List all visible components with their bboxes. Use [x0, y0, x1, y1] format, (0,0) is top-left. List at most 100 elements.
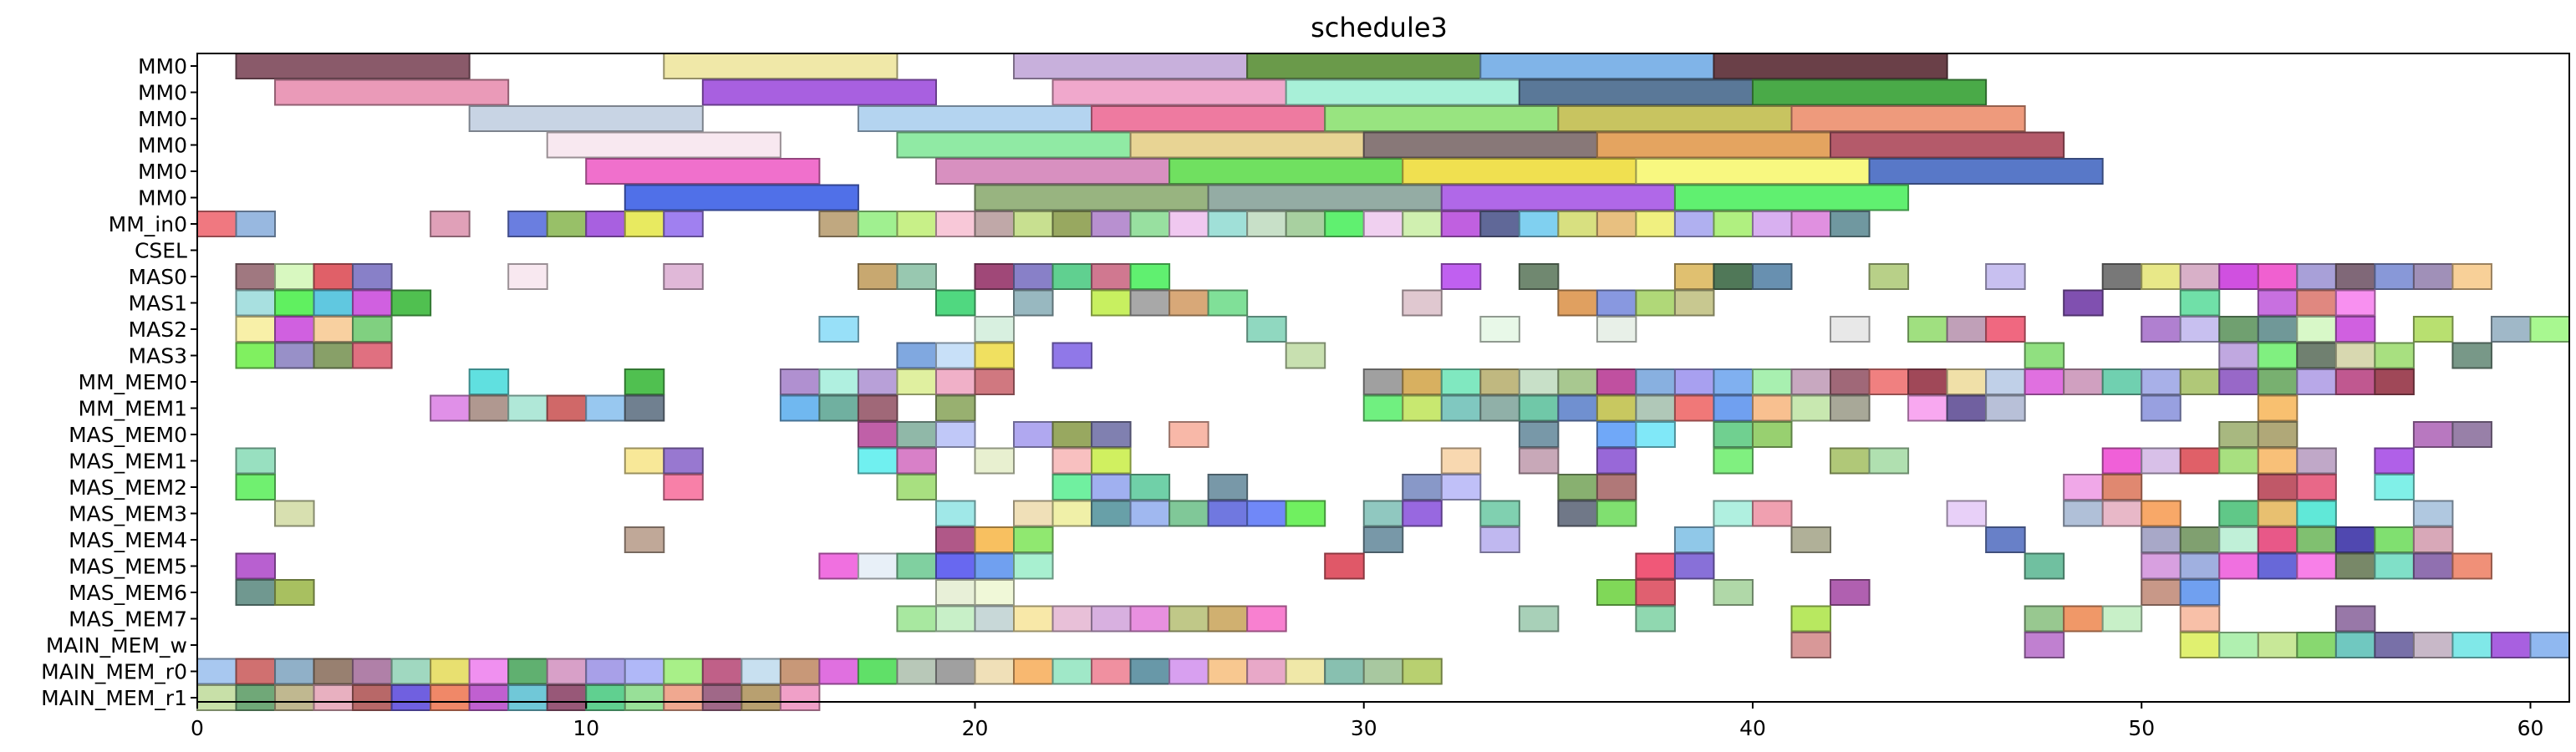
task-bar — [507, 211, 548, 237]
row-label: MAS_MEM0 — [69, 423, 187, 447]
row-label: MM0 — [138, 160, 187, 184]
task-bar — [2101, 474, 2143, 500]
task-bar — [235, 684, 277, 711]
task-bar — [1596, 447, 1637, 475]
task-bar — [1946, 500, 1988, 527]
task-bar — [624, 658, 665, 685]
x-tick-label: 50 — [2128, 716, 2155, 740]
task-bar — [196, 684, 237, 711]
task-bar — [313, 684, 354, 711]
task-bar — [2101, 500, 2143, 527]
task-bar — [2451, 632, 2492, 658]
task-bar — [1751, 368, 1793, 395]
task-bar — [934, 289, 976, 317]
task-bar — [2179, 263, 2221, 290]
task-bar — [896, 211, 937, 237]
task-bar — [1324, 105, 1560, 132]
plot-frame — [196, 53, 2570, 703]
task-bar — [2296, 526, 2337, 553]
task-bar — [2296, 368, 2337, 395]
task-bar — [896, 263, 937, 290]
task-bar — [2334, 368, 2376, 395]
row-label: MM_in0 — [109, 212, 187, 236]
x-tick-label: 60 — [2517, 716, 2544, 740]
task-bar — [313, 289, 354, 317]
task-bar — [974, 184, 1209, 211]
task-bar — [1518, 211, 1560, 237]
task-bar — [2296, 474, 2337, 500]
task-bar — [1440, 394, 1482, 422]
task-bar — [1402, 474, 1443, 500]
task-bar — [974, 316, 1016, 343]
task-bar — [1362, 131, 1598, 159]
task-bar — [1246, 53, 1482, 79]
task-bar — [1051, 421, 1093, 448]
task-bar — [196, 211, 237, 237]
task-bar — [1596, 316, 1637, 343]
task-bar — [274, 79, 510, 106]
task-bar — [1129, 500, 1171, 527]
task-bar — [1713, 263, 1754, 290]
task-bar — [2374, 526, 2415, 553]
task-bar — [2334, 289, 2376, 317]
task-bar — [1285, 79, 1520, 106]
task-bar — [896, 368, 937, 395]
task-bar — [1091, 605, 1132, 633]
task-bar — [1479, 53, 1715, 79]
row-label: MM0 — [138, 134, 187, 158]
task-bar — [1868, 263, 1910, 290]
task-bar — [1751, 421, 1793, 448]
task-bar — [1091, 500, 1132, 527]
task-bar — [1751, 211, 1793, 237]
task-bar — [2141, 579, 2181, 606]
task-bar — [2296, 500, 2337, 527]
task-bar — [352, 263, 393, 290]
task-bar — [1051, 658, 1093, 685]
task-bar — [1518, 368, 1560, 395]
task-bar — [585, 158, 821, 185]
task-bar — [2024, 552, 2065, 580]
task-bar — [2296, 632, 2337, 658]
task-bar — [896, 474, 937, 500]
task-bar — [2179, 579, 2221, 606]
task-bar — [818, 394, 859, 422]
task-bar — [2218, 632, 2259, 658]
task-bar — [624, 368, 665, 395]
task-bar — [2024, 632, 2065, 658]
task-bar — [2296, 316, 2337, 343]
task-bar — [1479, 316, 1520, 343]
task-bar — [1557, 105, 1793, 132]
task-bar — [1285, 500, 1326, 527]
task-bar — [546, 131, 781, 159]
task-bar — [274, 579, 315, 606]
task-bar — [1051, 447, 1093, 475]
task-bar — [1907, 316, 1948, 343]
row-label: MM0 — [138, 54, 187, 79]
task-bar — [1518, 605, 1560, 633]
task-bar — [1596, 500, 1637, 527]
task-bar — [1324, 552, 1365, 580]
task-bar — [1713, 211, 1754, 237]
task-bar — [934, 211, 976, 237]
task-bar — [857, 263, 899, 290]
task-bar — [1129, 605, 1171, 633]
task-bar — [1557, 289, 1598, 317]
task-bar — [1207, 184, 1443, 211]
task-bar — [1596, 394, 1637, 422]
row-labels: MM0MM0MM0MM0MM0MM0MM_in0CSELMAS0MAS1MAS2… — [41, 54, 197, 710]
task-bar — [857, 552, 899, 580]
task-bar — [1751, 394, 1793, 422]
task-bar — [585, 394, 626, 422]
chart-title: schedule3 — [1311, 12, 1448, 43]
task-bar — [2451, 421, 2492, 448]
task-bar — [1557, 500, 1598, 527]
task-bar — [1091, 211, 1132, 237]
task-bar — [2218, 421, 2259, 448]
row-label: MM_MEM0 — [79, 370, 187, 394]
task-bar — [701, 658, 743, 685]
row-label: MAS_MEM6 — [69, 581, 187, 605]
row-label: MAS_MEM4 — [69, 528, 187, 552]
task-bar — [2257, 316, 2299, 343]
task-bar — [390, 289, 432, 317]
task-bar — [352, 289, 393, 317]
